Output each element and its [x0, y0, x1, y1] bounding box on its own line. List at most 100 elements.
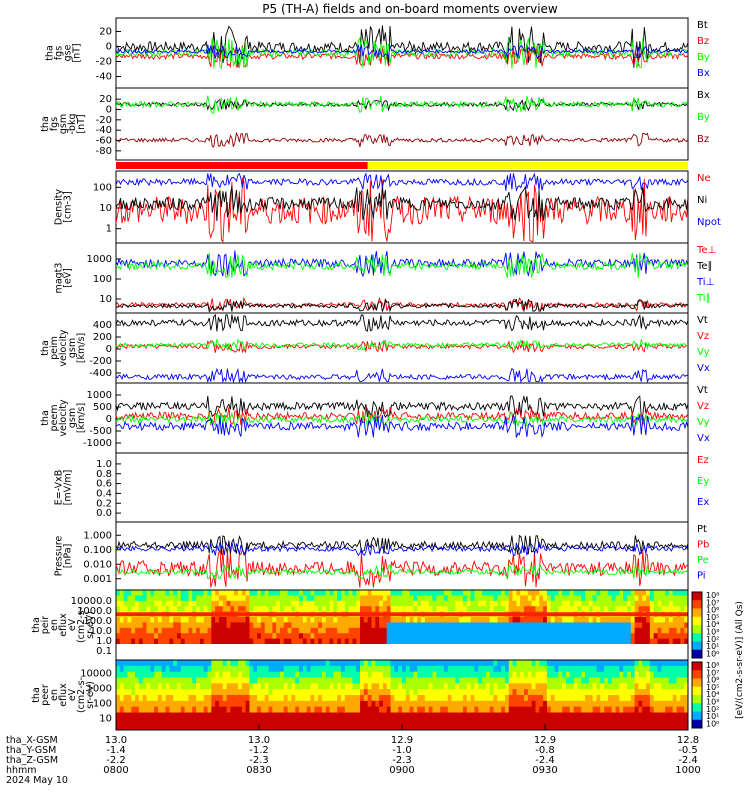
spectrogram-cell	[196, 700, 201, 708]
spectrogram-cell	[497, 706, 502, 713]
spectrogram-cell	[672, 712, 678, 719]
spectrogram-cell	[356, 718, 361, 725]
spectrogram-cell	[177, 689, 182, 696]
spectrogram-cell	[417, 700, 422, 708]
spectrogram-cell	[150, 695, 155, 702]
spectrogram-cell	[215, 638, 220, 645]
spectrogram-cell	[287, 700, 292, 708]
spectrogram-cell	[668, 706, 674, 713]
spectrogram-cell	[375, 665, 380, 673]
spectrogram-cell	[360, 695, 365, 702]
spectrogram-cell	[428, 706, 434, 713]
spectrogram-cell	[493, 718, 498, 725]
spectrogram-cell	[184, 706, 189, 713]
spectrogram-cell	[642, 638, 647, 645]
spectrogram-cell	[504, 600, 510, 607]
spectrogram-cell	[344, 595, 350, 602]
spectrogram-cell	[295, 617, 300, 623]
spectrogram-cell	[630, 718, 636, 725]
spectrogram-cell	[177, 712, 182, 719]
spectrogram-cell	[207, 660, 212, 667]
series-line	[115, 564, 689, 581]
spectrogram-cell	[478, 718, 483, 725]
spectrogram-cell	[634, 622, 639, 629]
spectrogram-cell	[394, 683, 399, 690]
spectrogram-cell	[550, 590, 556, 596]
spectrogram-cell	[600, 700, 605, 708]
spectrogram-cell	[329, 712, 334, 719]
spectrogram-cell	[520, 660, 525, 667]
spectrogram-cell	[329, 660, 334, 667]
spectrogram-cell	[512, 617, 517, 623]
spectrogram-cell	[447, 622, 453, 629]
spectrogram-cell	[634, 706, 639, 713]
spectrogram-cell	[241, 617, 247, 623]
spectrogram-cell	[119, 683, 125, 690]
spectrogram-cell	[203, 633, 209, 640]
spectrogram-cell	[180, 627, 186, 634]
spectrogram-cell	[665, 627, 670, 634]
spectrogram-cell	[264, 617, 270, 623]
spectrogram-cell	[447, 600, 453, 607]
spectrogram-cell	[489, 617, 495, 623]
spectrogram-cell	[234, 695, 239, 702]
spectrogram-cell	[424, 712, 430, 719]
spectrogram-cell	[527, 712, 533, 719]
spectrogram-cell	[569, 677, 575, 684]
spectrogram-cell	[626, 622, 632, 629]
spectrogram-cell	[607, 622, 613, 629]
spectrogram-cell	[546, 665, 552, 673]
spectrogram-cell	[424, 606, 430, 613]
series-line	[115, 298, 689, 313]
legend-entry: Ti⊥	[696, 277, 714, 288]
spectrogram-cell	[360, 712, 365, 719]
spectrogram-cell	[142, 689, 148, 696]
spectrogram-cell	[302, 633, 308, 640]
spectrogram-cell	[405, 606, 411, 613]
spectrogram-cell	[188, 633, 193, 640]
spectrogram-cell	[623, 606, 628, 613]
spectrogram-cell	[325, 677, 331, 684]
spectrogram-cell	[306, 606, 311, 613]
spectrogram-cell	[440, 689, 445, 696]
spectrogram-cell	[623, 595, 628, 602]
spectrogram-cell	[123, 677, 128, 684]
spectrogram-cell	[497, 633, 502, 640]
spectrogram-cell	[527, 622, 533, 629]
spectrogram-cell	[241, 665, 247, 673]
spectrogram-cell	[447, 606, 453, 613]
spectrogram-cell	[493, 600, 498, 607]
spectrogram-cell	[470, 660, 475, 667]
spectrogram-cell	[146, 718, 151, 725]
y-tick-label: 1000	[87, 390, 112, 401]
spectrogram-cell	[497, 665, 502, 673]
spectrogram-cell	[142, 712, 148, 719]
spectrogram-cell	[135, 689, 140, 696]
spectrogram-cell	[604, 633, 609, 640]
spectrogram-cell	[527, 700, 533, 708]
spectrogram-cell	[440, 683, 445, 690]
spectrogram-cell	[543, 683, 548, 690]
spectrogram-cell	[192, 660, 197, 667]
spectrogram-cell	[306, 724, 311, 731]
spectrogram-cell	[600, 595, 605, 602]
spectrogram-cell	[241, 695, 247, 702]
spectrogram-cell	[455, 683, 460, 690]
spectrogram-cell	[684, 590, 689, 596]
series-line	[115, 394, 689, 419]
spectrogram-cell	[390, 590, 395, 596]
spectrogram-cell	[524, 617, 529, 623]
spectrogram-cell	[665, 683, 670, 690]
spectrogram-cell	[638, 718, 643, 725]
spectrogram-cell	[238, 633, 243, 640]
spectrogram-cell	[596, 600, 601, 607]
spectrogram-cell	[459, 633, 464, 640]
spectrogram-cell	[428, 700, 434, 708]
spectrogram-cell	[318, 671, 323, 678]
spectrogram-cell	[447, 718, 453, 725]
spectrogram-cell	[180, 660, 186, 667]
spectrogram-cell	[123, 665, 128, 673]
spectrogram-cell	[165, 606, 170, 613]
spectrogram-cell	[668, 595, 674, 602]
spectrogram-cell	[333, 677, 338, 684]
